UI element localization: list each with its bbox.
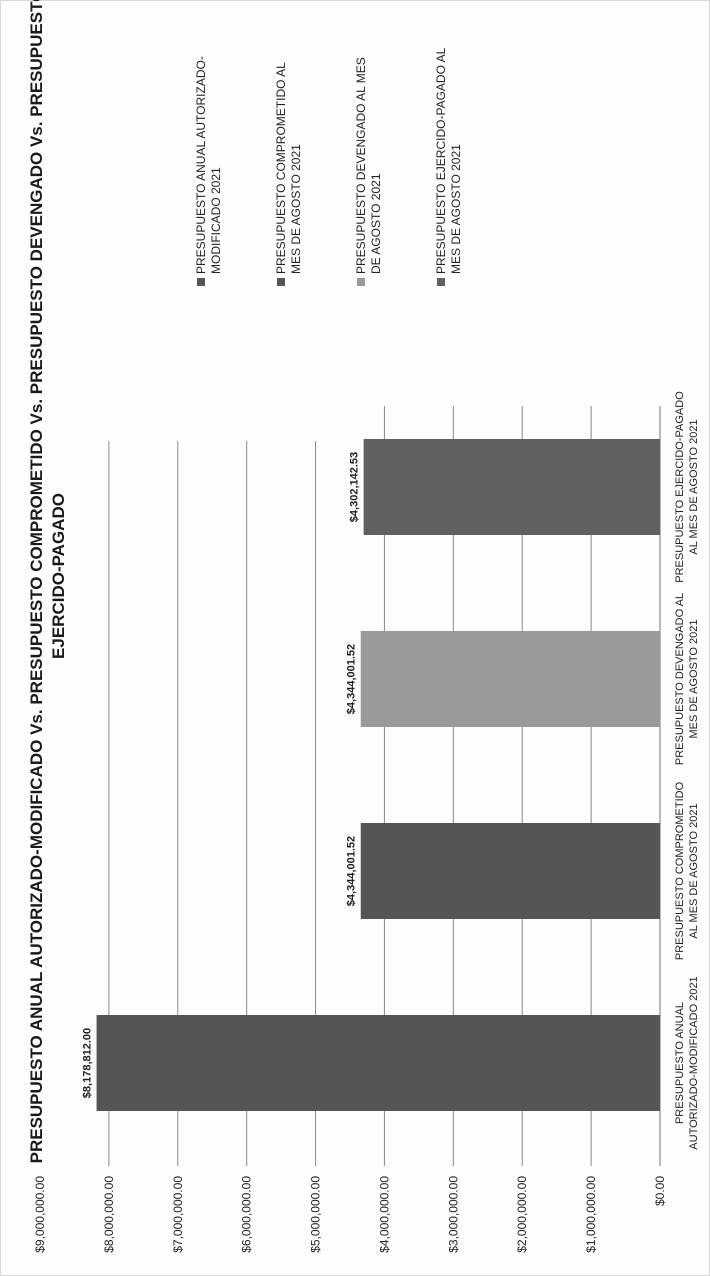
y-tick-label-9: $9,000,000.00 xyxy=(33,1176,47,1253)
bar-value-label-0: $8,178,812.00 xyxy=(82,1028,94,1098)
legend-label-1-line-2: MES DE AGOSTO 2021 xyxy=(289,144,303,274)
y-tick-label-8: $8,000,000.00 xyxy=(102,1176,116,1253)
category-label-2-line-1: PRESUPUESTO DEVENGADO AL xyxy=(674,593,686,765)
legend-swatch-3 xyxy=(437,278,445,286)
legend-label-1-line-1: PRESUPUESTO COMPROMETIDO AL xyxy=(274,62,288,274)
y-tick-label-1: $1,000,000.00 xyxy=(584,1176,598,1253)
legend-label-2-line-1: PRESUPUESTO DEVENGADO AL MES xyxy=(354,57,368,274)
y-tick-label-7: $7,000,000.00 xyxy=(171,1176,185,1253)
legend-label-3-line-2: MES DE AGOSTO 2021 xyxy=(449,144,463,274)
legend-label-0-line-1: PRESUPUESTO ANUAL AUTORIZADO- xyxy=(194,56,208,274)
y-tick-label-5: $5,000,000.00 xyxy=(309,1176,323,1253)
bar-layer xyxy=(96,439,660,1111)
label-layer: $0.00 $1,000,000.00 $2,000,000.00 $3,000,00… xyxy=(33,391,700,1253)
category-label-1-line-2: AL MES DE AGOSTO 2021 xyxy=(688,803,700,938)
legend-swatch-2 xyxy=(357,278,365,286)
category-label-0-line-1: PRESUPUESTO ANUAL xyxy=(674,1002,686,1124)
legend-label-0-line-2: MODIFICADO 2021 xyxy=(209,167,223,274)
bar-value-label-1: $4,344,001.52 xyxy=(346,836,358,906)
y-tick-label-3: $3,000,000.00 xyxy=(446,1176,460,1253)
category-label-0-line-2: AUTORIZADO-MODIFICADO 2021 xyxy=(688,976,700,1149)
bar-1 xyxy=(360,823,660,919)
category-label-3-line-1: PRESUPUESTO EJERCIDO-PAGADO xyxy=(674,391,686,583)
chart-title-line-1: PRESUPUESTO ANUAL AUTORIZADO-MODIFICADO … xyxy=(27,0,46,1163)
y-tick-label-0: $0.00 xyxy=(653,1176,667,1206)
bar-value-label-3: $4,302,142.53 xyxy=(349,452,361,522)
bar-3 xyxy=(363,439,660,535)
category-label-2-line-2: MES DE AGOSTO 2021 xyxy=(688,619,700,738)
legend-swatch-0 xyxy=(197,278,205,286)
bar-0 xyxy=(96,1015,660,1111)
legend-label-3-line-1: PRESUPUESTO EJERCIDO-PAGADO AL xyxy=(434,47,448,274)
category-label-1-line-1: PRESUPUESTO COMPROMETIDO xyxy=(674,781,686,960)
legend-label-2-line-2: DE AGOSTO 2021 xyxy=(369,173,383,274)
legend-swatch-1 xyxy=(277,278,285,286)
bar-value-label-2: $4,344,001.52 xyxy=(346,644,358,714)
category-label-3-line-2: AL MES DE AGOSTO 2021 xyxy=(688,419,700,554)
rotated-chart-group: $0.00 $1,000,000.00 $2,000,000.00 $3,000,00… xyxy=(27,0,700,1253)
chart-title-line-2: EJERCIDO-PAGADO xyxy=(49,493,68,659)
y-tick-label-4: $4,000,000.00 xyxy=(377,1176,391,1253)
bar-2 xyxy=(360,631,660,727)
y-tick-label-2: $2,000,000.00 xyxy=(515,1176,529,1253)
legend: PRESUPUESTO ANUAL AUTORIZADO- MODIFICADO … xyxy=(194,47,463,286)
y-tick-label-6: $6,000,000.00 xyxy=(240,1176,254,1253)
